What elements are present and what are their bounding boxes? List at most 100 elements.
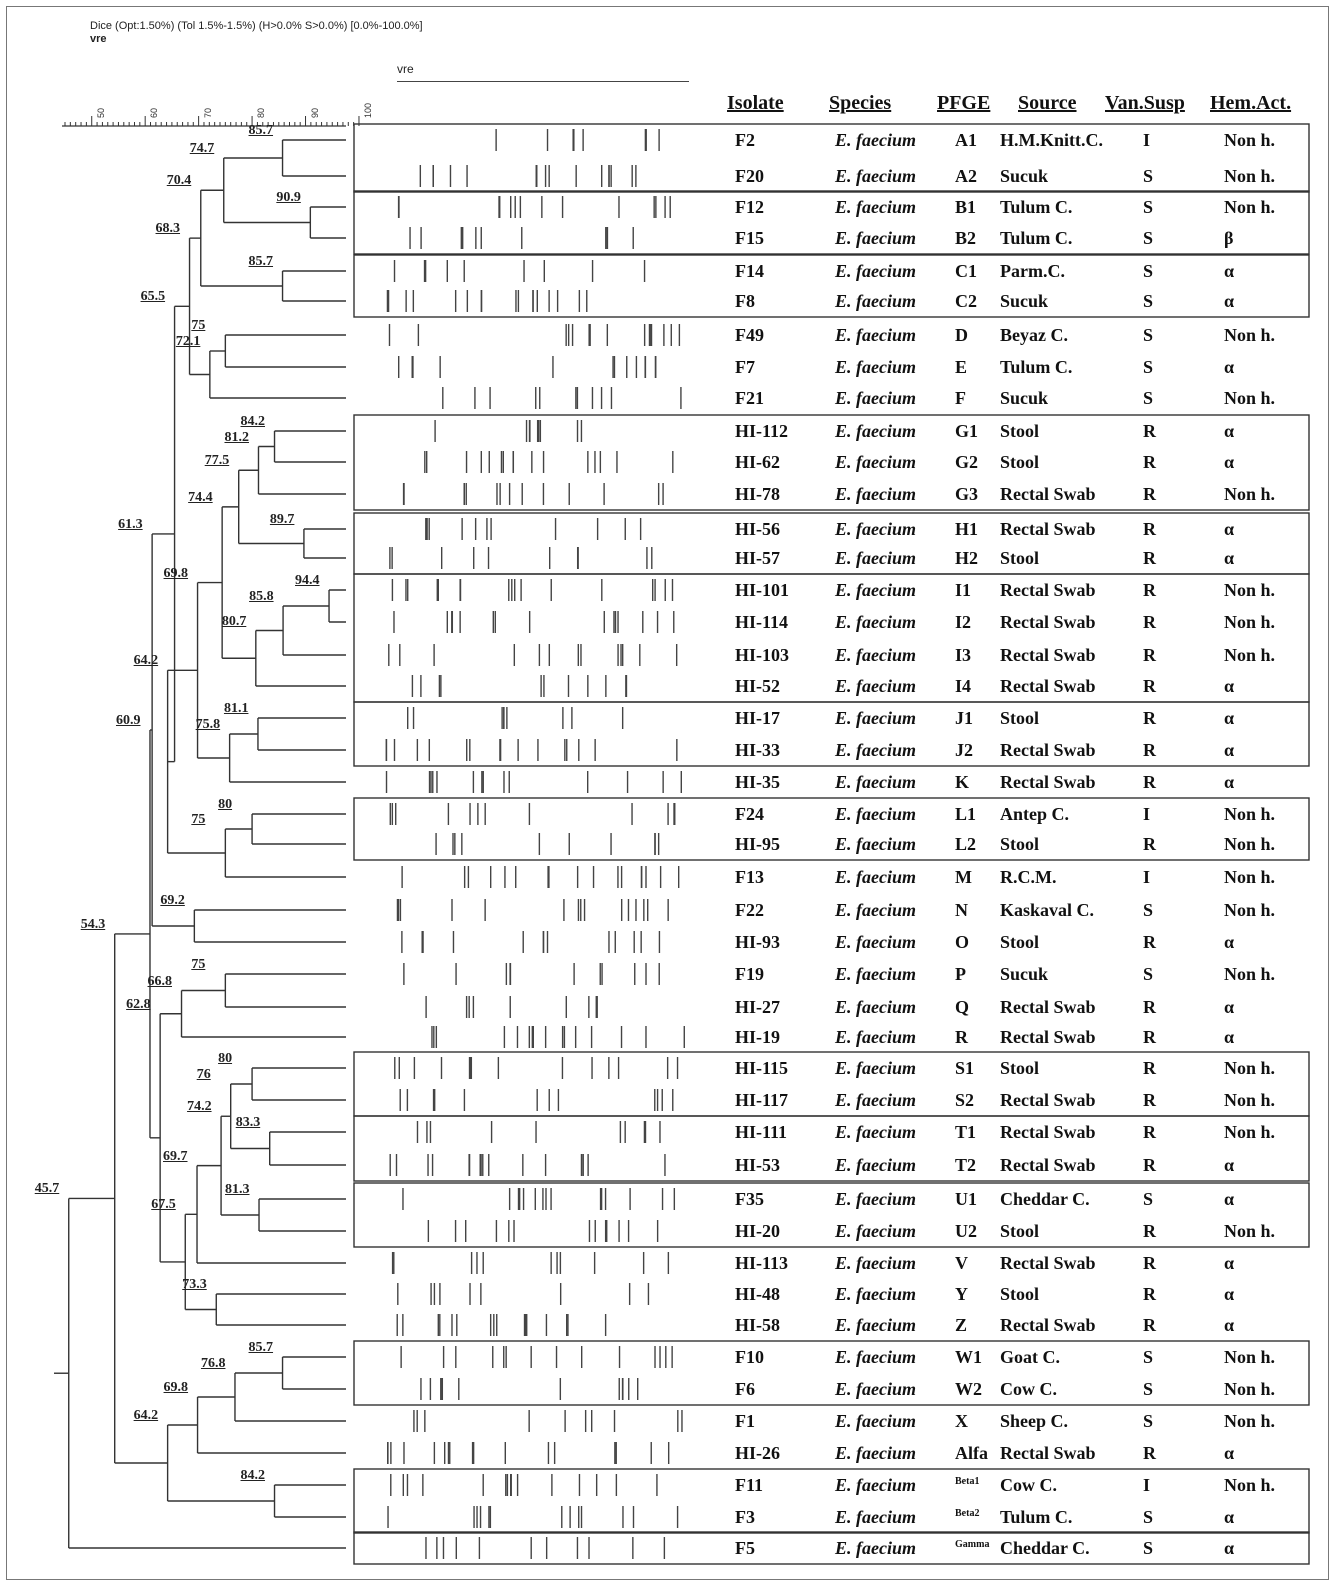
clone-group-box [353,512,1310,575]
cell-isolate: HI-103 [735,645,789,665]
cell-hem-act: Non h. [1224,1122,1276,1142]
node-similarity-label: 65.5 [140,289,166,305]
cell-isolate: F21 [735,388,764,408]
cell-source: Rectal Swab [1000,484,1096,504]
cell-hem-act: Non h. [1224,325,1276,345]
cell-isolate: HI-53 [735,1155,780,1175]
column-header-species: Species [829,92,892,114]
clone-group-box [353,1340,1310,1406]
cell-pfge: I2 [955,612,972,632]
cell-pfge: U1 [955,1189,977,1209]
cell-pfge: B2 [955,228,977,248]
cell-species: E. faecium [835,1475,916,1495]
node-similarity-label: 81.1 [223,701,249,716]
cell-species: E. faecium [835,166,916,186]
cell-species: E. faecium [835,228,916,248]
cell-species: E. faecium [835,1379,916,1399]
cell-van-susp: S [1143,1411,1154,1431]
clone-group-box [353,414,1310,511]
cell-van-susp: R [1143,997,1156,1017]
cell-hem-act: α [1224,772,1235,792]
cell-source: Tulum C. [1000,357,1073,377]
cell-source: Sucuk [1000,964,1049,984]
cell-van-susp: R [1143,519,1156,539]
cell-source: Cheddar C. [1000,1538,1090,1558]
cell-isolate: HI-115 [735,1058,789,1078]
cell-pfge: B1 [955,197,977,217]
cell-isolate: F22 [735,900,764,920]
cell-source: Stool [1000,932,1040,952]
experiment-name: vre [90,33,107,45]
cell-isolate: F10 [735,1347,764,1367]
node-similarity-label: 45.7 [34,1181,60,1197]
cell-source: Stool [1000,548,1040,568]
cell-van-susp: R [1143,645,1156,665]
cell-species: E. faecium [835,1058,916,1078]
cell-hem-act: Non h. [1224,197,1276,217]
cell-source: H.M.Knitt.C. [1000,130,1103,150]
cell-hem-act: α [1224,421,1235,441]
column-header-hemact: Hem.Act. [1210,92,1292,114]
node-similarity-label: 69.8 [163,565,189,581]
node-similarity-label: 85.8 [249,589,274,604]
cell-species: E. faecium [835,1284,916,1304]
cell-van-susp: R [1143,612,1156,632]
cell-source: Stool [1000,452,1040,472]
cell-pfge: K [955,772,970,792]
cell-hem-act: Non h. [1224,1411,1276,1431]
cell-species: E. faecium [835,708,916,728]
cell-pfge: G2 [955,452,979,472]
node-similarity-label: 90.9 [276,190,301,205]
cell-source: R.C.M. [1000,867,1057,887]
cell-pfge: Gamma [955,1539,990,1550]
cell-source: Rectal Swab [1000,740,1096,760]
cell-hem-act: α [1224,1443,1235,1463]
cell-isolate: F24 [735,804,764,824]
column-header-isolate: Isolate [727,92,784,114]
cell-species: E. faecium [835,261,916,281]
cell-isolate: F6 [735,1379,755,1399]
figure-frame [6,6,1329,1580]
cell-van-susp: R [1143,1221,1156,1241]
cell-source: Stool [1000,1284,1040,1304]
cell-isolate: F14 [735,261,764,281]
column-header-source: Source [1018,92,1077,114]
cell-source: Rectal Swab [1000,519,1096,539]
cell-source: Rectal Swab [1000,676,1096,696]
node-similarity-label: 54.3 [80,916,106,932]
clone-group-box [353,797,1310,861]
cell-van-susp: S [1143,166,1154,186]
cell-pfge: T2 [955,1155,977,1175]
cell-van-susp: R [1143,834,1156,854]
scale-tick-label: 50 [95,107,106,118]
node-similarity-label: 75 [191,957,206,972]
cell-pfge: A2 [955,166,977,186]
cell-species: E. faecium [835,740,916,760]
cell-source: Stool [1000,1058,1040,1078]
cell-van-susp: S [1143,1507,1154,1527]
cell-isolate: F7 [735,357,755,377]
cell-isolate: HI-114 [735,612,789,632]
cell-isolate: HI-78 [735,484,780,504]
cell-pfge: X [955,1411,968,1431]
cell-van-susp: S [1143,1189,1154,1209]
cell-hem-act: α [1224,519,1235,539]
node-similarity-label: 77.5 [204,453,230,469]
cell-source: Sucuk [1000,291,1049,311]
cell-species: E. faecium [835,612,916,632]
clone-group-box [353,1182,1310,1248]
node-similarity-label: 72.1 [175,334,201,349]
node-similarity-label: 69.8 [163,1380,189,1395]
cell-van-susp: S [1143,1379,1154,1399]
scale-tick-label: 80 [256,107,267,118]
cell-species: E. faecium [835,421,916,441]
cell-pfge: H2 [955,548,979,568]
node-similarity-label: 74.7 [189,141,215,156]
cell-van-susp: I [1143,804,1151,824]
cell-hem-act: Non h. [1224,900,1276,920]
cell-van-susp: R [1143,484,1156,504]
cell-hem-act: α [1224,997,1235,1017]
node-similarity-label: 69.2 [160,893,185,908]
cell-pfge: G3 [955,484,979,504]
cell-isolate: HI-52 [735,676,780,696]
